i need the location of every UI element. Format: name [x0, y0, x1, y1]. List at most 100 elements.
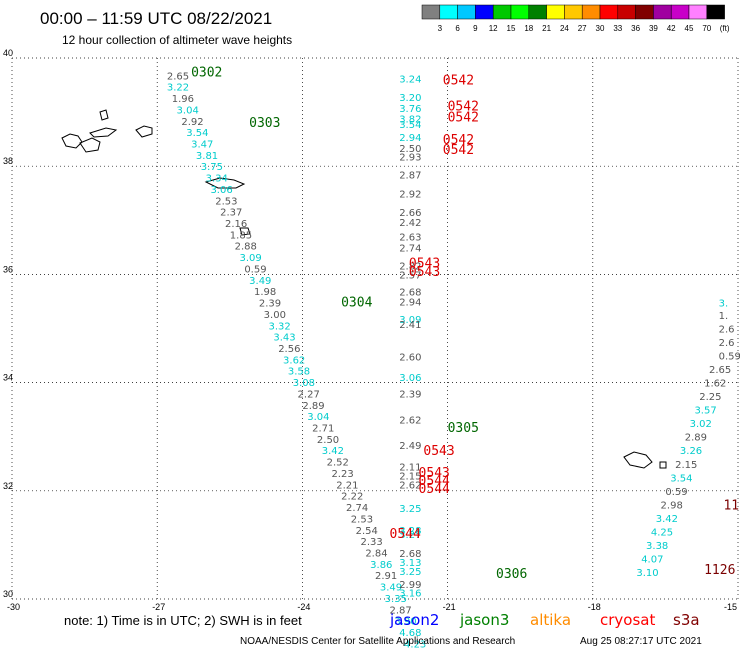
pass-time-label: 0542: [443, 74, 474, 89]
swh-value-cryosat: 2.57: [399, 270, 421, 281]
colorbar-label: 24: [560, 24, 569, 33]
footnote: note: 1) Time is in UTC; 2) SWH is in fe…: [64, 613, 302, 628]
swh-value-s3a: 3.10: [636, 568, 658, 579]
swh-value-s3a: 0.59: [665, 487, 687, 498]
swh-value-jason3: 3.35: [385, 594, 407, 605]
colorbar-label: 27: [578, 24, 587, 33]
swh-value-jason3: 2.33: [360, 537, 382, 548]
y-tick-label: 36: [3, 264, 13, 274]
swh-value-jason3: 1.98: [254, 287, 276, 298]
colorbar-swatch: [546, 4, 565, 20]
island-terceira: [135, 125, 153, 138]
pass-time-label: 113: [723, 498, 740, 513]
pass-time-label: 0306: [496, 567, 527, 582]
swh-value-cryosat: 2.99: [399, 580, 421, 591]
swh-value-s3a: 3.38: [646, 541, 668, 552]
swh-value-cryosat: 2.39: [399, 389, 421, 400]
swh-value-jason3: 3.49: [249, 276, 271, 287]
swh-value-jason3: 3.86: [370, 560, 392, 571]
swh-value-jason3: 2.37: [220, 208, 242, 219]
swh-value-jason3: 3.49: [380, 583, 402, 594]
legend-jason3: jason3: [459, 611, 509, 629]
swh-value-cryosat: 2.50: [399, 144, 421, 155]
legend-jason2: jason2: [389, 611, 439, 629]
swh-value-jason3: 3.22: [167, 83, 189, 94]
swh-value-cryosat: 2.68: [399, 549, 421, 560]
island-flores: [61, 133, 83, 149]
swh-value-s3a: 2.89: [685, 433, 707, 444]
pass-time-label: 0543: [419, 466, 450, 481]
swh-value-jason3: 2.88: [235, 242, 257, 253]
y-tick-label: 38: [3, 156, 13, 166]
colorbar-label: 12: [489, 24, 498, 33]
swh-value-cryosat: 3.06: [399, 373, 421, 384]
swh-value-cryosat: 3.16: [399, 589, 421, 600]
swh-value-cryosat: 2.82: [399, 262, 421, 273]
colorbar-label: 9: [473, 24, 478, 33]
swh-value-s3a: 0.59: [719, 352, 740, 363]
x-tick-label: -18: [588, 602, 601, 612]
swh-value-s3a: 2.65: [709, 365, 731, 376]
chart-title: 00:00 – 11:59 UTC 08/22/2021: [40, 9, 272, 28]
swh-value-jason3: 2.84: [365, 548, 387, 559]
swh-value-jason3: 2.92: [181, 117, 203, 128]
swh-value-jason3: 3.81: [196, 151, 218, 162]
swh-value-s3a: 3.54: [670, 473, 692, 484]
swh-value-cryosat: 3.09: [399, 315, 421, 326]
pass-time-label: 0544: [390, 527, 421, 542]
island-saomiguel: [204, 177, 246, 189]
colorbar-swatch: [599, 4, 619, 20]
pass-time-label: 0542: [448, 110, 479, 125]
colorbar-swatch: [653, 4, 672, 20]
swh-value-cryosat: 3.27: [399, 530, 421, 541]
swh-value-jason3: 3.42: [322, 446, 344, 457]
pass-time-label: 0305: [448, 421, 479, 436]
swh-value-cryosat: 3.25: [399, 504, 421, 515]
swh-value-jason3: 3.47: [191, 139, 213, 150]
colorbar-swatch: [528, 4, 547, 20]
colorbar-swatch: [510, 4, 530, 20]
swh-value-s3a: 4.25: [651, 527, 673, 538]
y-tick-label: 34: [3, 373, 13, 383]
swh-value-jason3: 3.00: [264, 310, 286, 321]
swh-value-cryosat: 2.60: [399, 353, 421, 364]
legend-altika: altika: [530, 611, 571, 629]
pass-time-label: 0303: [249, 116, 280, 131]
gridlines: [11, 57, 739, 600]
colorbar-swatch: [581, 4, 601, 20]
swh-value-cryosat: 3.13: [399, 558, 421, 569]
swh-value-s3a: 3.: [719, 299, 729, 310]
swh-value-cryosat: 2.74: [399, 243, 421, 254]
island-santamaria: [239, 227, 251, 236]
pass-time-label: 0542: [443, 133, 474, 148]
island-madeira: [623, 451, 653, 469]
swh-value-jason3: 3.04: [177, 105, 199, 116]
colorbar-label: 30: [596, 24, 605, 33]
swh-value-s3a: 4.07: [641, 554, 663, 565]
colorbar-label: 33: [613, 24, 622, 33]
colorbar-label: 39: [649, 24, 658, 33]
island-saojorge: [99, 109, 109, 121]
colorbar-swatch: [617, 4, 636, 20]
swh-value-jason3: 3.43: [273, 333, 295, 344]
swh-value-cryosat: 2.42: [399, 218, 421, 229]
swh-value-s3a: 3.57: [694, 406, 716, 417]
x-tick-label: -30: [7, 602, 20, 612]
swh-value-jason3: 2.16: [225, 219, 247, 230]
colorbar-label: (ft): [720, 24, 730, 33]
swh-value-jason3: 3.54: [186, 128, 208, 139]
swh-value-cryosat: 2.15: [399, 472, 421, 483]
pass-time-label: 0543: [423, 444, 454, 459]
swh-value-jason3: 3.90: [394, 617, 416, 628]
legend-s3a: s3a: [673, 611, 700, 629]
y-tick-label: 30: [3, 589, 13, 599]
credit-left: NOAA/NESDIS Center for Satellite Applica…: [240, 636, 515, 647]
coastline: [61, 109, 667, 469]
pass-time-label: 0544: [419, 474, 450, 489]
swh-value-jason3: 1.85: [230, 230, 252, 241]
colorbar-swatch: [421, 4, 441, 20]
pass-time-label: 0544: [419, 482, 450, 497]
swh-value-s3a: 3.02: [690, 419, 712, 430]
legend-cryosat: cryosat: [600, 611, 655, 629]
swh-value-jason3: 3.32: [269, 321, 291, 332]
